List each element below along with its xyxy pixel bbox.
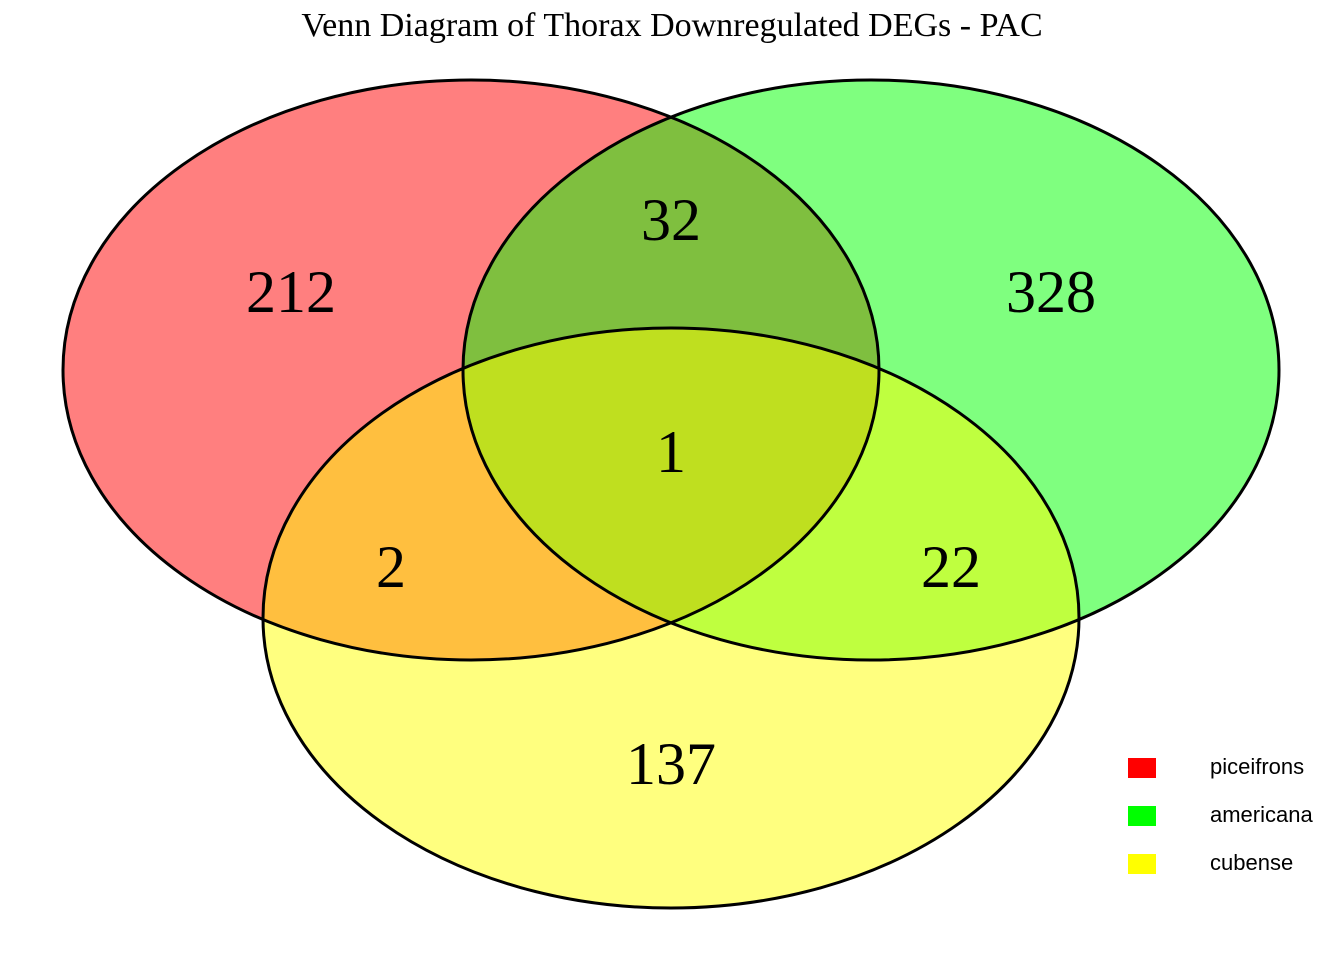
legend-label: cubense bbox=[1210, 850, 1293, 875]
set-ellipse bbox=[263, 328, 1079, 908]
region-count: 137 bbox=[626, 731, 716, 797]
region-count: 1 bbox=[656, 419, 686, 485]
region-count: 32 bbox=[641, 187, 701, 253]
legend-label: americana bbox=[1210, 802, 1313, 827]
region-count: 22 bbox=[921, 534, 981, 600]
set-outline bbox=[261, 326, 1081, 910]
legend-swatch bbox=[1128, 806, 1156, 826]
chart-title: Venn Diagram of Thorax Downregulated DEG… bbox=[301, 7, 1042, 44]
region-count: 2 bbox=[376, 534, 406, 600]
legend-swatch bbox=[1128, 758, 1156, 778]
legend-swatch bbox=[1128, 854, 1156, 874]
region-count: 212 bbox=[246, 259, 336, 325]
legend-label: piceifrons bbox=[1210, 754, 1304, 779]
region-count: 328 bbox=[1006, 259, 1096, 325]
